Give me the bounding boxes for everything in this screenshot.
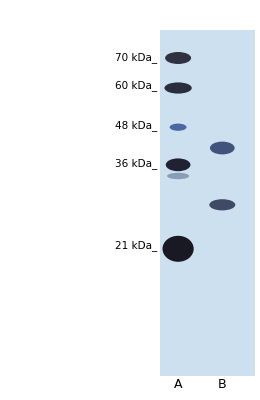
- Ellipse shape: [167, 173, 189, 179]
- Ellipse shape: [170, 124, 187, 131]
- Text: 21 kDa_: 21 kDa_: [115, 240, 157, 252]
- Text: A: A: [174, 378, 182, 391]
- Text: 36 kDa_: 36 kDa_: [115, 158, 157, 170]
- Ellipse shape: [210, 142, 235, 154]
- Ellipse shape: [166, 158, 191, 171]
- Ellipse shape: [209, 199, 235, 210]
- Ellipse shape: [162, 236, 194, 262]
- Ellipse shape: [165, 82, 192, 94]
- Bar: [160, 30, 255, 376]
- Text: 70 kDa_: 70 kDa_: [115, 52, 157, 64]
- Text: 48 kDa_: 48 kDa_: [115, 120, 157, 132]
- Ellipse shape: [165, 52, 191, 64]
- Text: B: B: [218, 378, 227, 391]
- Text: 60 kDa_: 60 kDa_: [115, 80, 157, 92]
